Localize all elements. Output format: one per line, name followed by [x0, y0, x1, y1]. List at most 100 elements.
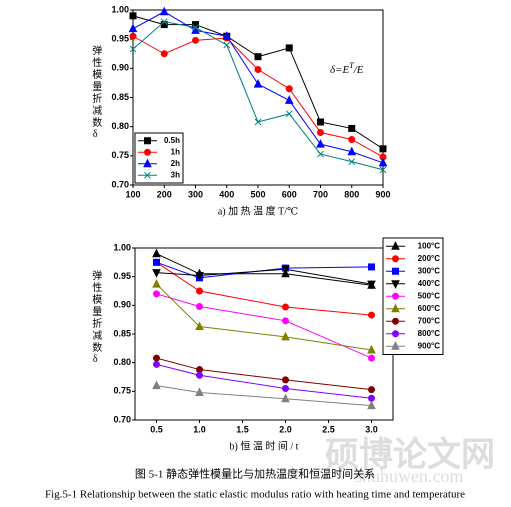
marker [282, 376, 289, 384]
legend-marker [143, 158, 152, 168]
marker [282, 303, 289, 311]
marker [347, 146, 357, 156]
y-tick-label: 0.95 [113, 271, 131, 281]
marker [129, 12, 137, 20]
legend-marker [144, 171, 151, 179]
marker [281, 393, 290, 403]
legend-label: 900°C [418, 341, 441, 350]
legend-label: 700°C [418, 316, 441, 325]
x-axis-label: b) 恒 温 时 间 / t [230, 439, 299, 452]
caption-zh: 图 5-1 静态弹性模量比与加热温度和恒温时间关系 [135, 467, 375, 481]
marker [254, 66, 262, 73]
annotation-part: T [349, 61, 354, 70]
x-tick-label: 1.5 [236, 424, 249, 434]
marker [368, 311, 375, 319]
marker [192, 24, 199, 31]
legend-label: 600°C [418, 304, 441, 313]
series-line [156, 357, 372, 391]
watermark-url: shuhuwen.com [355, 466, 463, 486]
series-line [156, 283, 372, 351]
marker [282, 384, 289, 392]
x-tick-label: 800 [344, 189, 359, 199]
legend-marker [392, 317, 399, 325]
legend-label: 2h [171, 159, 180, 168]
legend-label: 100°C [418, 241, 441, 250]
annotation-part: δ=E [330, 64, 350, 76]
legend-label: 800°C [418, 329, 441, 338]
marker [285, 110, 293, 118]
marker [160, 50, 168, 58]
x-tick-label: 0.5 [150, 424, 163, 434]
marker [282, 317, 289, 325]
series-line [156, 293, 372, 359]
marker [379, 166, 387, 174]
y-axis-label: 弹性模量折减数δ [90, 269, 102, 367]
marker [152, 248, 161, 258]
legend-marker [392, 330, 399, 338]
legend-marker [392, 267, 399, 275]
legend-marker [144, 148, 151, 156]
marker [196, 287, 203, 295]
marker [367, 280, 376, 290]
marker [378, 157, 388, 167]
legend-marker [391, 303, 400, 313]
marker [153, 354, 160, 362]
marker [368, 386, 375, 394]
legend-label: 0.5h [164, 136, 180, 145]
marker [316, 139, 325, 148]
marker [281, 331, 290, 341]
x-tick-label: 2.0 [279, 424, 292, 434]
y-tick-label: 0.70 [113, 414, 131, 424]
marker [153, 258, 160, 266]
y-tick-label: 0.75 [113, 386, 131, 396]
x-tick-label: 500 [250, 189, 265, 199]
marker [348, 158, 356, 166]
x-axis-label: a) 加 热 温 度 T/℃ [218, 204, 298, 217]
series-line [156, 363, 372, 399]
x-tick-label: 100 [125, 189, 140, 199]
y-tick-label: 0.80 [111, 121, 129, 131]
series-line [156, 261, 372, 279]
marker [129, 45, 137, 53]
marker [195, 387, 204, 396]
marker [367, 400, 376, 410]
legend-label: 300°C [418, 266, 441, 275]
marker [153, 360, 160, 368]
marker [195, 321, 204, 331]
y-axis-label: 弹性模量折减数δ [90, 44, 102, 142]
marker [152, 269, 161, 278]
marker [128, 23, 138, 33]
marker [129, 32, 137, 40]
x-tick-label: 2.5 [322, 424, 335, 434]
x-tick-label: 600 [282, 189, 297, 199]
annotation: δ=ET/E [330, 61, 364, 76]
series-line [156, 253, 372, 286]
marker [317, 150, 324, 158]
marker [368, 354, 375, 362]
marker [196, 302, 203, 310]
x-tick-label: 400 [219, 189, 234, 199]
legend-marker [392, 292, 399, 300]
series-line [156, 261, 372, 316]
legend-marker [391, 241, 400, 250]
marker [223, 41, 231, 49]
y-tick-label: 0.85 [111, 92, 129, 102]
caption-en: Fig.5-1 Relationship between the static … [45, 489, 465, 501]
x-tick-label: 1.0 [193, 424, 206, 434]
series-line [156, 268, 372, 285]
marker [160, 18, 168, 26]
annotation-part: /E [353, 64, 364, 76]
y-tick-label: 0.75 [111, 150, 129, 160]
legend-box [134, 132, 184, 184]
marker [152, 279, 161, 288]
marker [254, 118, 262, 126]
legend-label: 1h [171, 147, 180, 156]
legend-marker [391, 341, 400, 350]
y-tick-label: 0.90 [113, 300, 131, 310]
marker [285, 44, 293, 52]
marker [159, 6, 169, 16]
watermark: 硕博论文网 [325, 436, 495, 474]
marker [317, 118, 324, 126]
marker [379, 145, 387, 153]
y-tick-label: 0.80 [113, 357, 131, 367]
